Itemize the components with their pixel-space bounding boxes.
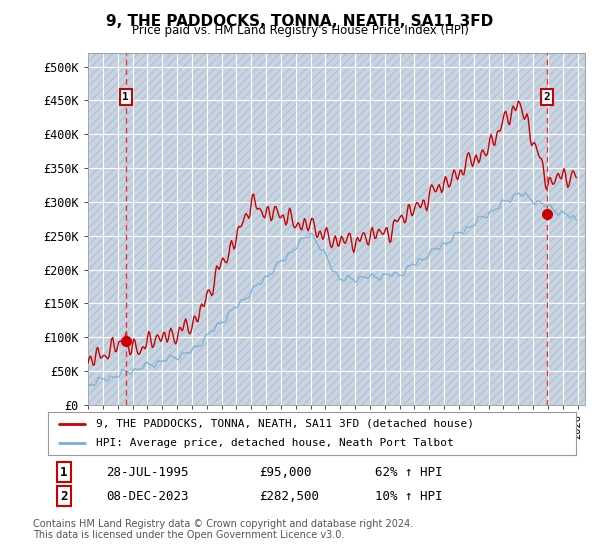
Text: Contains HM Land Registry data © Crown copyright and database right 2024.: Contains HM Land Registry data © Crown c… [33, 519, 413, 529]
Text: 9, THE PADDOCKS, TONNA, NEATH, SA11 3FD: 9, THE PADDOCKS, TONNA, NEATH, SA11 3FD [106, 14, 494, 29]
Text: 08-DEC-2023: 08-DEC-2023 [106, 489, 188, 502]
Text: 2: 2 [544, 92, 550, 102]
Text: This data is licensed under the Open Government Licence v3.0.: This data is licensed under the Open Gov… [33, 530, 344, 540]
Text: 28-JUL-1995: 28-JUL-1995 [106, 465, 188, 478]
Text: £282,500: £282,500 [259, 489, 319, 502]
Text: 9, THE PADDOCKS, TONNA, NEATH, SA11 3FD (detached house): 9, THE PADDOCKS, TONNA, NEATH, SA11 3FD … [95, 419, 473, 428]
Text: 1: 1 [122, 92, 129, 102]
Text: 2: 2 [60, 489, 68, 502]
Text: Price paid vs. HM Land Registry's House Price Index (HPI): Price paid vs. HM Land Registry's House … [131, 24, 469, 37]
Text: £95,000: £95,000 [259, 465, 312, 478]
Text: HPI: Average price, detached house, Neath Port Talbot: HPI: Average price, detached house, Neat… [95, 438, 453, 449]
Bar [88, 53, 585, 405]
Text: 10% ↑ HPI: 10% ↑ HPI [376, 489, 443, 502]
Text: 1: 1 [60, 465, 68, 478]
Text: 62% ↑ HPI: 62% ↑ HPI [376, 465, 443, 478]
